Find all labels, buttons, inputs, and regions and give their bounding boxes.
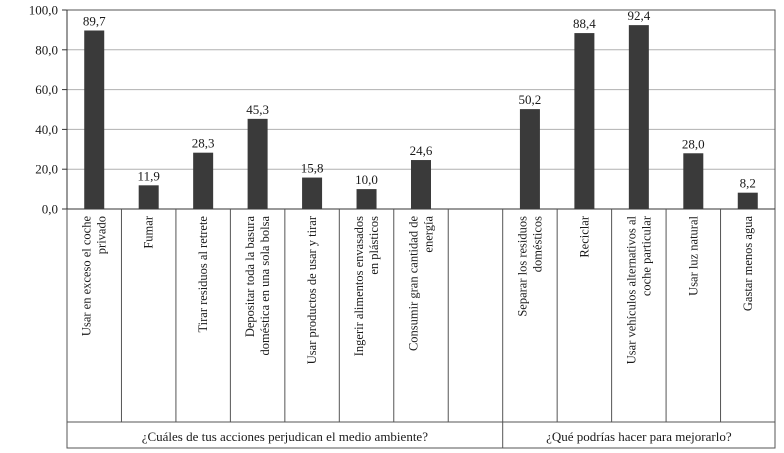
- category-label: Separar los residuos: [515, 216, 529, 317]
- category-label: coche particular: [639, 215, 653, 296]
- bar: [247, 118, 268, 209]
- bar: [519, 109, 540, 209]
- bar: [411, 160, 431, 209]
- category-label: doméstica en una sola bolsa: [258, 216, 272, 356]
- data-label: 28,0: [682, 136, 705, 151]
- category-label: Usar productos de usar y tirar: [305, 215, 319, 364]
- y-tick-label: 20,0: [35, 162, 58, 177]
- y-tick-label: 80,0: [35, 42, 58, 57]
- category-label: privado: [95, 216, 109, 254]
- category-label: Tirar residuos al retrete: [196, 216, 210, 333]
- y-tick-label: 60,0: [35, 82, 58, 97]
- category-label: Fumar: [142, 215, 156, 248]
- group-label: ¿Cuáles de tus acciones perjudican el me…: [142, 429, 428, 444]
- data-label: 45,3: [246, 102, 269, 117]
- bar: [193, 152, 214, 209]
- bar: [302, 177, 323, 209]
- bar: [84, 30, 105, 210]
- data-label: 10,0: [355, 172, 378, 187]
- category-label: Gastar menos agua: [741, 216, 755, 312]
- bar: [356, 189, 377, 209]
- bar: [737, 192, 758, 209]
- group-label: ¿Qué podrías hacer para mejorarlo?: [546, 429, 732, 444]
- bar: [683, 153, 704, 209]
- y-tick-label: 40,0: [35, 122, 58, 137]
- data-label: 24,6: [410, 143, 433, 158]
- data-label: 89,7: [83, 13, 106, 28]
- data-label: 50,2: [519, 92, 542, 107]
- data-label: 88,4: [573, 16, 596, 31]
- category-label: domésticos: [530, 216, 544, 272]
- category-label: Usar luz natural: [686, 215, 700, 295]
- data-label: 8,2: [740, 176, 756, 191]
- category-label: en plásticos: [367, 216, 381, 275]
- category-label: energía: [422, 216, 436, 253]
- data-label: 15,8: [301, 161, 324, 176]
- y-tick-label: 0,0: [42, 202, 58, 217]
- bar: [138, 185, 159, 209]
- bar: [574, 33, 595, 209]
- category-label: Reciclar: [577, 215, 591, 257]
- category-label: Usar vehículos alternativos al: [624, 215, 638, 364]
- category-label: Usar en exceso el coche: [80, 216, 94, 337]
- y-tick-label: 100,0: [29, 3, 58, 18]
- data-label: 11,9: [138, 168, 160, 183]
- bar: [628, 25, 649, 210]
- category-label: Ingerir alimentos envasados: [352, 216, 366, 356]
- category-label: Depositar toda la basura: [243, 216, 257, 338]
- data-label: 28,3: [192, 136, 215, 151]
- data-label: 92,4: [627, 8, 650, 23]
- category-label: Consumir gran cantidad de: [407, 216, 421, 351]
